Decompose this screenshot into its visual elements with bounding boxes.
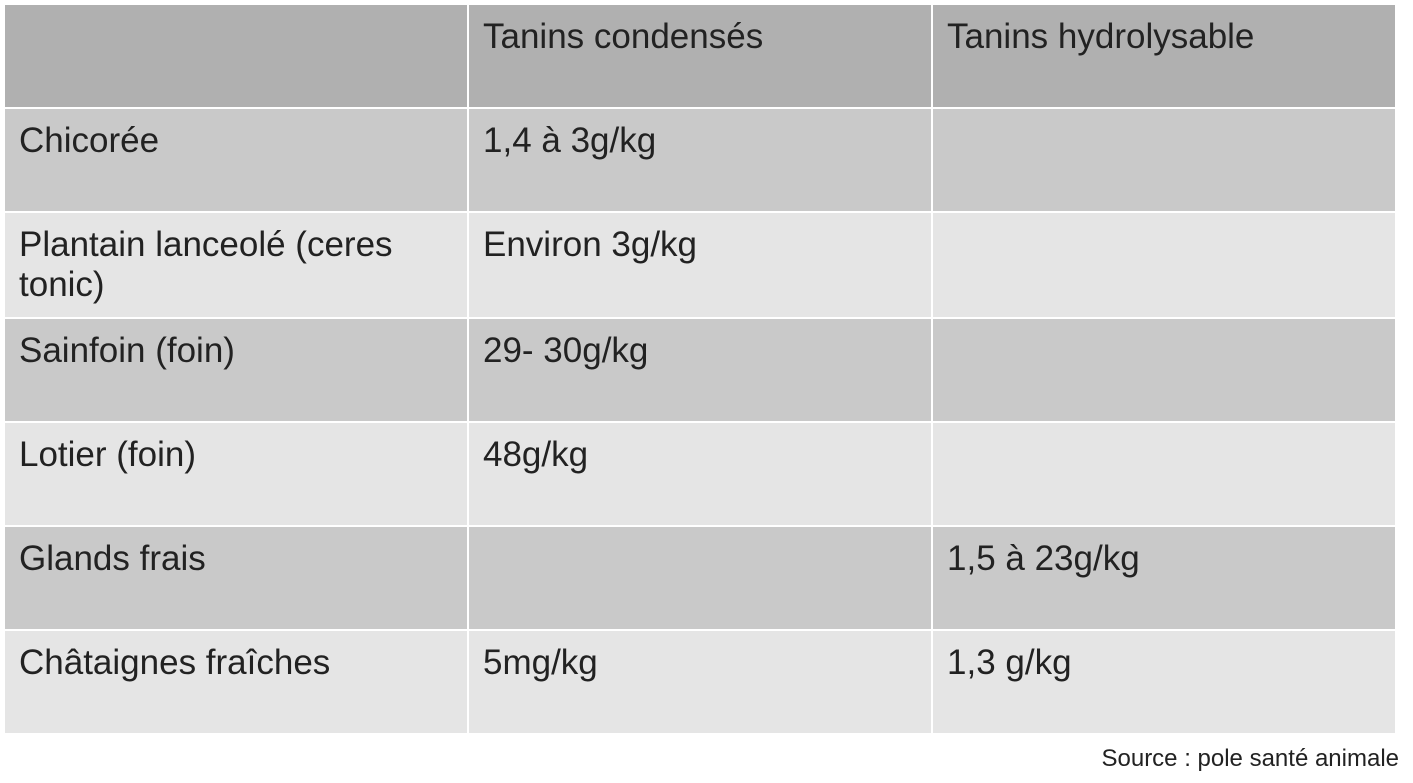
- table-cell: [931, 421, 1397, 527]
- table-cell: Glands frais: [3, 525, 469, 631]
- header-row: Tanins condensés Tanins hydrolysable: [3, 3, 1397, 109]
- table-cell: 48g/kg: [467, 421, 933, 527]
- table-row: Lotier (foin) 48g/kg: [3, 421, 1397, 527]
- table-cell: Lotier (foin): [3, 421, 469, 527]
- header-cell: Tanins hydrolysable: [931, 3, 1397, 109]
- table-row: Chicorée 1,4 à 3g/kg: [3, 107, 1397, 213]
- table: Tanins condensés Tanins hydrolysable Chic…: [3, 3, 1397, 735]
- table-cell: 1,3 g/kg: [931, 629, 1397, 735]
- table-cell: [467, 525, 933, 631]
- header-cell: Tanins condensés: [467, 3, 933, 109]
- table-cell: 5mg/kg: [467, 629, 933, 735]
- table-row: Plantain lanceolé (ceres tonic) Environ 3…: [3, 211, 1397, 319]
- table-cell: Chicorée: [3, 107, 469, 213]
- table-cell: [931, 211, 1397, 319]
- table-cell: 29- 30g/kg: [467, 317, 933, 423]
- table-cell: Châtaignes fraîches: [3, 629, 469, 735]
- table-row: Châtaignes fraîches 5mg/kg 1,3 g/kg: [3, 629, 1397, 735]
- table-row: Glands frais 1,5 à 23g/kg: [3, 525, 1397, 631]
- table-cell: [931, 107, 1397, 213]
- table-cell: [931, 317, 1397, 423]
- table-body: Chicorée 1,4 à 3g/kg Plantain lanceolé (ce…: [3, 107, 1397, 735]
- table-cell: 1,5 à 23g/kg: [931, 525, 1397, 631]
- source-note: Source : pole santé animale: [1101, 745, 1399, 772]
- header-cell: [3, 3, 469, 109]
- table-cell: 1,4 à 3g/kg: [467, 107, 933, 213]
- table-cell: Environ 3g/kg: [467, 211, 933, 319]
- table-row: Sainfoin (foin) 29- 30g/kg: [3, 317, 1397, 423]
- table-cell: Plantain lanceolé (ceres tonic): [3, 211, 469, 319]
- table-cell: Sainfoin (foin): [3, 317, 469, 423]
